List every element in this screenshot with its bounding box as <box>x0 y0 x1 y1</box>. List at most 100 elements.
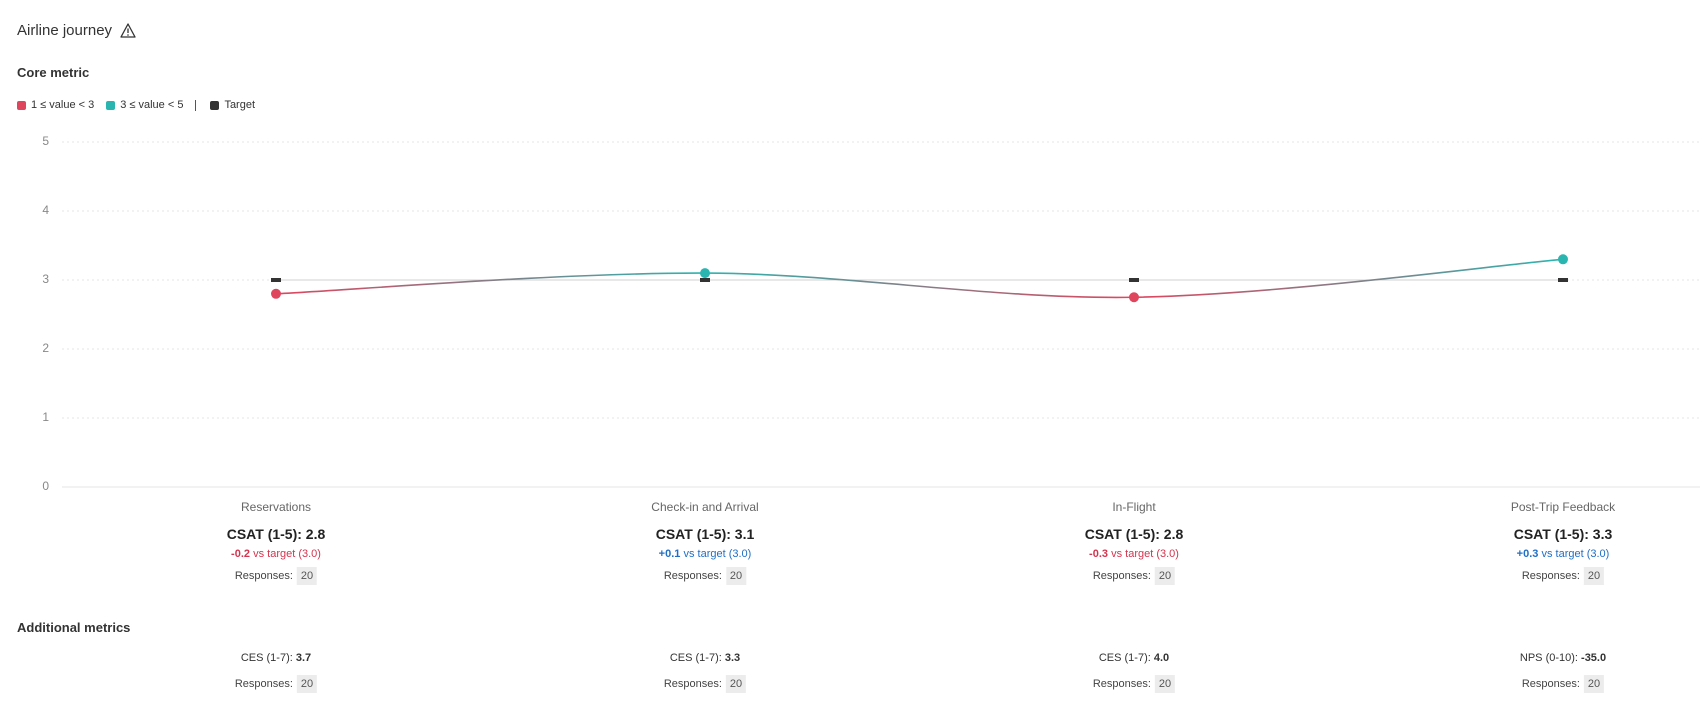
responses-count: 20 <box>296 567 318 585</box>
legend-swatch <box>106 100 116 110</box>
y-tick-label: 0 <box>42 479 49 493</box>
responses-label: Responses: <box>1521 570 1580 582</box>
csat-value: 2.8 <box>305 526 326 542</box>
delta-vs: vs target (3.0) <box>683 548 752 560</box>
csat-line: CSAT (1-5): 3.1 <box>651 526 758 542</box>
additional-card: NPS (0-10): -35.0 Responses: 20 <box>1520 652 1606 693</box>
chart: 0 1 2 3 4 5 <box>42 134 1700 493</box>
responses: Responses: 20 <box>1521 675 1605 693</box>
metric-line <box>275 258 1564 299</box>
legend-item: 1 ≤ value < 3 <box>17 99 94 111</box>
legend-label: 3 ≤ value < 5 <box>120 99 184 111</box>
warning-icon <box>120 23 136 38</box>
delta-vs: vs target (3.0) <box>253 548 321 560</box>
target-mark <box>1129 278 1139 282</box>
target-mark <box>271 278 281 282</box>
additional-card: CES (1-7): 3.7 Responses: 20 <box>234 652 318 693</box>
csat-value: 3.1 <box>734 526 755 542</box>
section-title: Additional metrics <box>17 620 131 635</box>
delta-value: -0.2 <box>231 548 251 560</box>
y-tick-label: 4 <box>42 203 49 217</box>
responses-count: 20 <box>296 675 318 693</box>
responses: Responses: 20 <box>234 675 318 693</box>
delta-line: -0.3 vs target (3.0) <box>1085 548 1184 560</box>
responses-count: 20 <box>1583 675 1605 693</box>
responses: Responses: 20 <box>1092 675 1176 693</box>
metric-line: CES (1-7): 4.0 <box>1093 652 1175 664</box>
responses-count: 20 <box>1154 567 1176 585</box>
metric-label: CES (1-7): <box>669 652 722 664</box>
delta-line: +0.3 vs target (3.0) <box>1511 548 1615 560</box>
responses-count: 20 <box>1583 567 1605 585</box>
stage-card: Reservations CSAT (1-5): 2.8 -0.2 vs targe… <box>227 500 326 585</box>
responses-label: Responses: <box>1521 678 1580 690</box>
csat-line: CSAT (1-5): 3.3 <box>1511 526 1615 542</box>
responses-label: Responses: <box>1092 678 1151 690</box>
responses: Responses: 20 <box>663 675 747 693</box>
responses-label: Responses: <box>234 678 293 690</box>
category-label: In-Flight <box>1112 500 1156 514</box>
csat-label: CSAT (1-5): <box>1084 526 1160 542</box>
data-point <box>700 268 710 279</box>
additional-card: CES (1-7): 3.3 Responses: 20 <box>663 652 747 693</box>
category-label: Check-in and Arrival <box>651 500 759 514</box>
csat-label: CSAT (1-5): <box>1513 526 1589 542</box>
target-mark <box>700 278 710 282</box>
target-mark <box>1558 278 1568 282</box>
metric-label: CES (1-7): <box>240 652 293 664</box>
csat-value: 2.8 <box>1163 526 1184 542</box>
data-point <box>1129 292 1139 303</box>
delta-line: -0.2 vs target (3.0) <box>227 548 326 560</box>
csat-label: CSAT (1-5): <box>655 526 731 542</box>
section-title: Core metric <box>17 65 90 80</box>
responses-label: Responses: <box>234 570 293 582</box>
legend-label: Target <box>224 99 256 111</box>
csat-value: 3.3 <box>1592 526 1613 542</box>
category-label: Post-Trip Feedback <box>1510 500 1616 514</box>
metric-line: CES (1-7): 3.3 <box>664 652 746 664</box>
stage-card: In-Flight CSAT (1-5): 2.8 -0.3 vs target (… <box>1085 500 1184 585</box>
stage-card: Post-Trip Feedback CSAT (1-5): 3.3 +0.3 vs… <box>1511 500 1615 585</box>
metric-value: -35.0 <box>1581 652 1607 664</box>
data-point <box>1558 254 1568 265</box>
widget-title: Airline journey <box>17 22 136 39</box>
metric-value: 4.0 <box>1153 652 1170 664</box>
csat-line: CSAT (1-5): 2.8 <box>1085 526 1184 542</box>
delta-value: -0.3 <box>1089 548 1109 560</box>
data-point <box>271 288 281 299</box>
responses: Responses: 20 <box>663 567 747 585</box>
metric-line: NPS (0-10): -35.0 <box>1520 652 1606 664</box>
metric-value: 3.7 <box>295 652 312 664</box>
responses: Responses: 20 <box>1092 567 1176 585</box>
responses-label: Responses: <box>663 678 722 690</box>
delta-vs: vs target (3.0) <box>1111 548 1179 560</box>
delta-vs: vs target (3.0) <box>1541 548 1610 560</box>
csat-label: CSAT (1-5): <box>226 526 302 542</box>
legend-item: 3 ≤ value < 5 <box>106 99 183 111</box>
legend-label: 1 ≤ value < 3 <box>31 99 95 111</box>
category-label: Reservations <box>240 500 312 514</box>
title-text: Airline journey <box>17 22 113 39</box>
delta-line: +0.1 vs target (3.0) <box>651 548 758 560</box>
legend: 1 ≤ value < 3 3 ≤ value < 5 Target <box>17 99 261 111</box>
delta-value: +0.3 <box>1516 548 1539 560</box>
responses: Responses: 20 <box>1521 567 1605 585</box>
stage-card: Check-in and Arrival CSAT (1-5): 3.1 +0.1 … <box>651 500 759 585</box>
metric-value: 3.3 <box>724 652 741 664</box>
y-tick-label: 2 <box>42 341 49 355</box>
legend-separator <box>195 99 197 111</box>
metric-label: NPS (0-10): <box>1519 652 1578 664</box>
metric-label: CES (1-7): <box>1098 652 1151 664</box>
legend-item: Target <box>210 99 255 111</box>
responses-count: 20 <box>725 567 747 585</box>
metric-line: CES (1-7): 3.7 <box>235 652 317 664</box>
y-tick-label: 3 <box>42 272 49 286</box>
y-tick-label: 5 <box>42 134 49 148</box>
csat-line: CSAT (1-5): 2.8 <box>227 526 326 542</box>
responses-label: Responses: <box>1092 570 1151 582</box>
additional-card: CES (1-7): 4.0 Responses: 20 <box>1092 652 1176 693</box>
responses-count: 20 <box>725 675 747 693</box>
legend-swatch <box>210 100 220 110</box>
responses-label: Responses: <box>663 570 722 582</box>
